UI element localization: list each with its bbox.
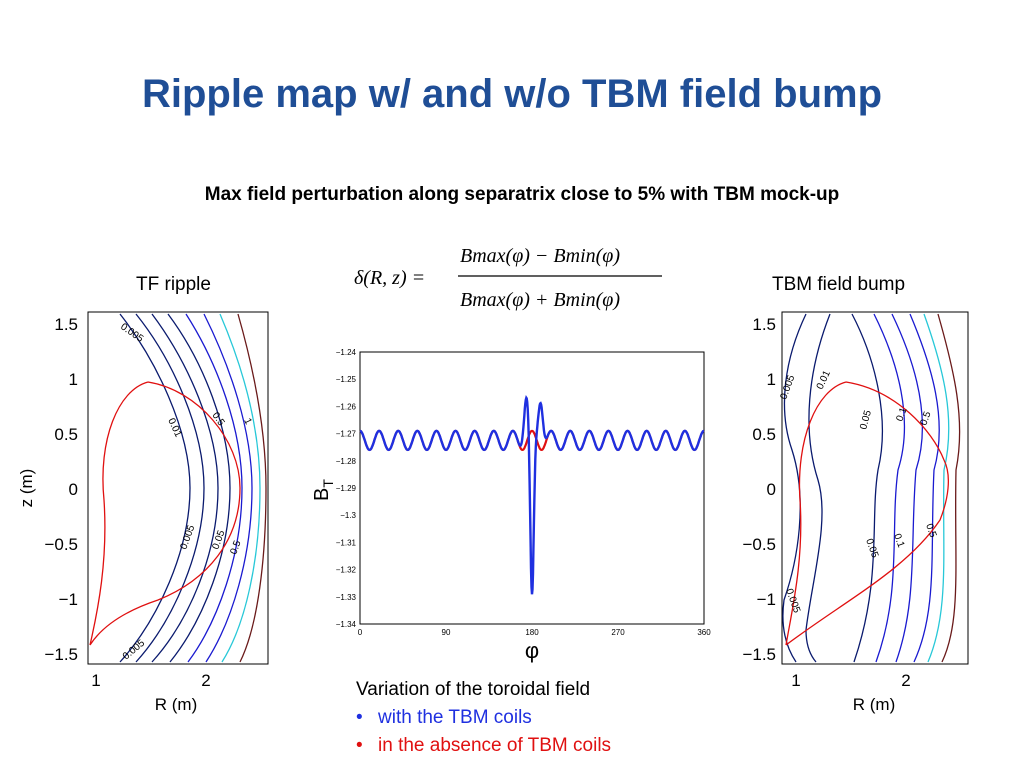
y-tick-label: −1.27 <box>336 430 357 439</box>
slide-title: Ripple map w/ and w/o TBM field bump <box>142 72 882 116</box>
svg-text:0.5: 0.5 <box>210 410 227 428</box>
ytick: 1 <box>767 370 776 389</box>
chart-caption: Variation of the toroidal field • with th… <box>356 676 611 760</box>
x-axis-label: φ <box>525 638 539 663</box>
x-tick-label: 0 <box>358 628 363 637</box>
svg-text:0.1: 0.1 <box>894 406 909 423</box>
formula-lhs: δ(R, z) = <box>354 267 425 289</box>
y-axis-label-main: B <box>311 488 333 501</box>
x-tick-label: 270 <box>611 628 625 637</box>
right-panel-label: TBM field bump <box>772 274 906 295</box>
ytick: 0 <box>69 480 78 499</box>
ytick: 1 <box>69 370 78 389</box>
svg-text:0.1: 0.1 <box>891 532 906 549</box>
ytick: 0 <box>767 480 776 499</box>
tbm-field-bump-map: 1.5 1 0.5 0 −0.5 −1 −1.5 1 2 R (m) 0.005… <box>742 311 969 714</box>
ytick: −1 <box>757 590 776 609</box>
ytick: 0.5 <box>752 425 776 444</box>
ytick: −0.5 <box>742 535 776 554</box>
y-tick-label: −1.3 <box>340 511 356 520</box>
y-tick-label: −1.33 <box>336 593 357 602</box>
ytick: 1.5 <box>752 315 776 334</box>
svg-text:0.05: 0.05 <box>858 409 874 431</box>
xtick: 1 <box>791 671 800 690</box>
svg-text:0.01: 0.01 <box>815 369 833 392</box>
y-tick-label: −1.24 <box>336 348 357 357</box>
formula-numerator: Bmax(φ) − Bmin(φ) <box>460 245 620 267</box>
toroidal-field-chart: −1.24 −1.25 −1.26 −1.27 −1.28 −1.29 −1.3 −1.31 −… <box>311 348 711 663</box>
x-tick-label: 90 <box>442 628 451 637</box>
y-tick-label: −1.31 <box>336 538 357 547</box>
ytick: 0.5 <box>54 425 78 444</box>
ytick: −0.5 <box>44 535 78 554</box>
x-tick-label: 180 <box>525 628 539 637</box>
svg-text:0.05: 0.05 <box>863 537 880 559</box>
xtick: 1 <box>91 671 100 690</box>
y-axis-label: BT <box>311 479 336 501</box>
caption-heading: Variation of the toroidal field <box>356 679 591 700</box>
y-axis-label-sub: T <box>320 479 336 488</box>
svg-text:0.005: 0.005 <box>778 373 797 401</box>
legend-with-tbm: • with the TBM coils <box>356 707 532 728</box>
ytick: −1.5 <box>742 645 776 664</box>
ripple-formula: δ(R, z) = Bmax(φ) − Bmin(φ) Bmax(φ) + Bm… <box>354 245 662 311</box>
xtick: 2 <box>901 671 910 690</box>
y-tick-label: −1.28 <box>336 457 357 466</box>
x-axis-label: R (m) <box>853 695 895 714</box>
svg-text:0.005: 0.005 <box>121 638 148 663</box>
svg-text:0.5: 0.5 <box>918 410 933 427</box>
xtick: 2 <box>201 671 210 690</box>
y-tick-label: −1.29 <box>336 484 357 493</box>
svg-text:0.005: 0.005 <box>178 523 197 551</box>
ytick: 1.5 <box>54 315 78 334</box>
x-axis-label: R (m) <box>155 695 197 714</box>
svg-text:1: 1 <box>241 417 254 427</box>
svg-text:0.005: 0.005 <box>118 321 145 345</box>
y-tick-label: −1.34 <box>336 620 357 629</box>
legend-without-tbm: • in the absence of TBM coils <box>356 735 612 756</box>
svg-text:0.5: 0.5 <box>228 539 243 556</box>
svg-text:0.01: 0.01 <box>165 417 183 440</box>
left-panel-label: TF ripple <box>136 274 211 295</box>
y-axis-label: z (m) <box>17 469 36 508</box>
series-with-tbm-line <box>359 395 705 595</box>
slide-subtitle: Max field perturbation along separatrix … <box>204 184 840 205</box>
y-tick-label: −1.25 <box>336 375 357 384</box>
formula-denominator: Bmax(φ) + Bmin(φ) <box>460 289 620 311</box>
y-tick-label: −1.32 <box>336 566 357 575</box>
tf-ripple-map: 1.5 1 0.5 0 −0.5 −1 −1.5 1 2 R (m) z (m)… <box>17 311 269 714</box>
ytick: −1.5 <box>44 645 78 664</box>
y-tick-label: −1.26 <box>336 402 357 411</box>
svg-text:0.5: 0.5 <box>923 522 938 539</box>
ytick: −1 <box>59 590 78 609</box>
svg-text:0.005: 0.005 <box>783 587 802 615</box>
x-tick-label: 360 <box>697 628 711 637</box>
